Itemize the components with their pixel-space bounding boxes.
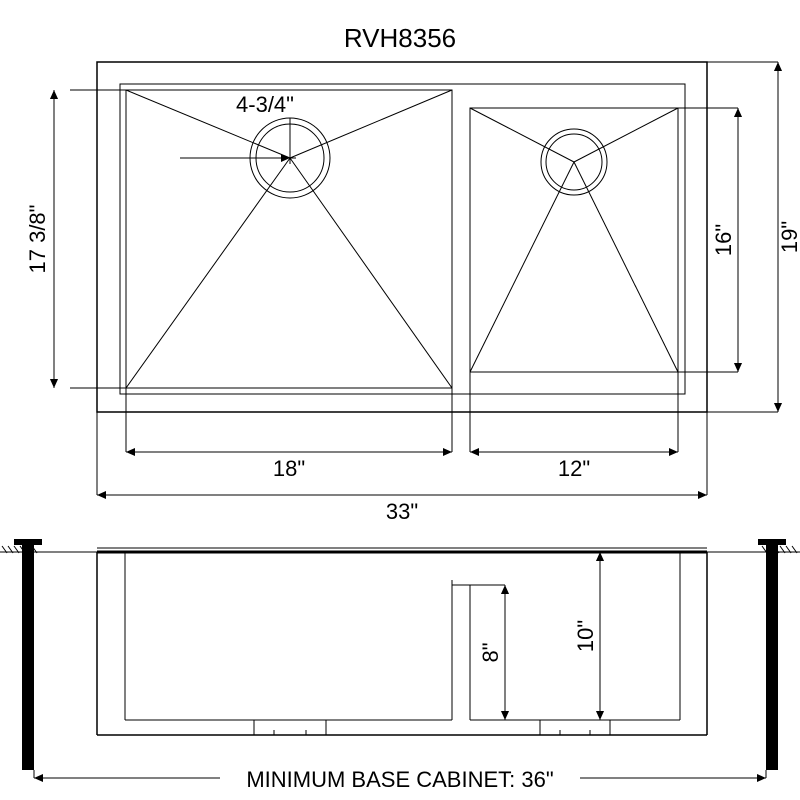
svg-text:19": 19": [777, 221, 800, 253]
svg-text:18": 18": [273, 456, 305, 481]
svg-text:12": 12": [558, 456, 590, 481]
svg-text:17 3/8": 17 3/8": [25, 205, 50, 274]
svg-text:10": 10": [573, 620, 598, 652]
svg-text:8": 8": [478, 642, 503, 662]
svg-text:MINIMUM BASE CABINET: 36": MINIMUM BASE CABINET: 36": [246, 767, 553, 792]
svg-text:33": 33": [386, 499, 418, 524]
svg-text:16": 16": [711, 224, 736, 256]
svg-text:4-3/4": 4-3/4": [236, 92, 294, 117]
svg-text:RVH8356: RVH8356: [344, 23, 456, 53]
